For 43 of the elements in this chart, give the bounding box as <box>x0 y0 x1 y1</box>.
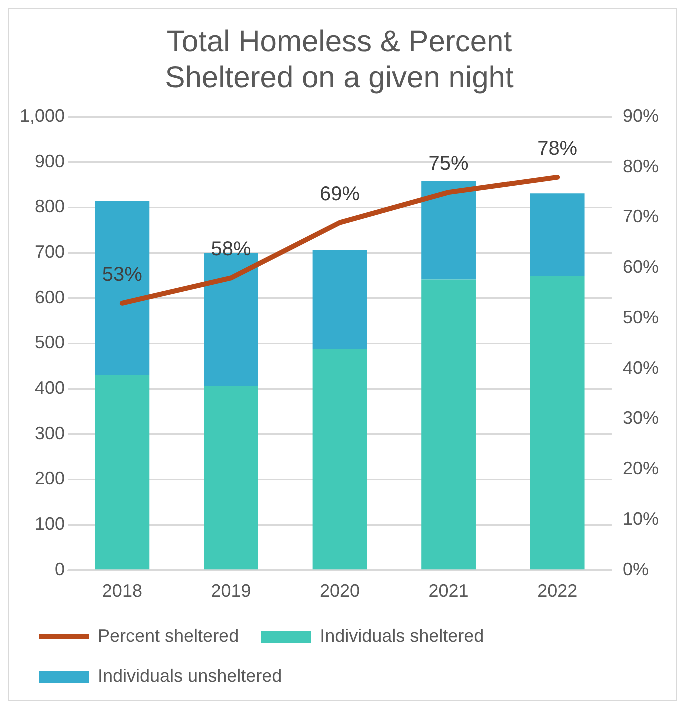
bar <box>422 280 476 570</box>
y-tick-label: 100 <box>34 514 66 534</box>
bar <box>204 386 258 570</box>
y-tick-label: 300 <box>34 423 66 444</box>
y2-tick-label: 10% <box>622 508 660 529</box>
y2-tick-label: 80% <box>622 156 660 176</box>
y-tick-label: 400 <box>34 378 66 398</box>
legend-label: Percent sheltered <box>98 626 240 646</box>
y-tick-label: 1,000 <box>20 106 66 126</box>
data-label: 53% <box>102 264 143 286</box>
bar <box>95 374 150 570</box>
y2-tick-label: 30% <box>622 408 660 428</box>
y-tick-label: 800 <box>34 196 66 217</box>
data-label: 69% <box>320 183 360 206</box>
y-tick-label: 600 <box>34 287 66 308</box>
chart-title: Total Homeless & Percent Sheltered on a given night <box>165 25 514 94</box>
x-tick-label: 2021 <box>428 581 469 602</box>
x-tick-label: 2020 <box>320 581 360 602</box>
bar <box>530 276 585 570</box>
bar <box>312 349 368 570</box>
legend-label: Individuals sheltered <box>320 626 484 646</box>
y-tick-label: 900 <box>34 151 66 172</box>
x-tick-label: 2018 <box>102 581 142 602</box>
bar <box>312 250 368 350</box>
bar <box>95 201 150 375</box>
legend-label: Individuals unsheltered <box>98 666 282 686</box>
data-label: 78% <box>538 138 578 160</box>
x-tick-label: 2019 <box>211 581 252 602</box>
bar <box>422 181 476 280</box>
y2-tick-label: 40% <box>622 358 660 378</box>
y-tick-label: 200 <box>34 468 66 489</box>
y2-tick-label: 60% <box>622 257 660 278</box>
x-tick-label: 2022 <box>538 581 578 602</box>
y2-tick-label: 20% <box>622 458 660 479</box>
data-label: 75% <box>428 153 470 176</box>
y2-tick-label: 70% <box>622 206 660 227</box>
y2-tick-label: 0% <box>622 559 649 580</box>
y-tick-label: 700 <box>34 242 66 262</box>
y2-tick-label: 90% <box>622 106 660 126</box>
y2-tick-label: 50% <box>622 307 660 328</box>
y-tick-label: 0 <box>55 559 66 580</box>
y-tick-label: 500 <box>34 332 66 353</box>
bar <box>530 194 585 276</box>
